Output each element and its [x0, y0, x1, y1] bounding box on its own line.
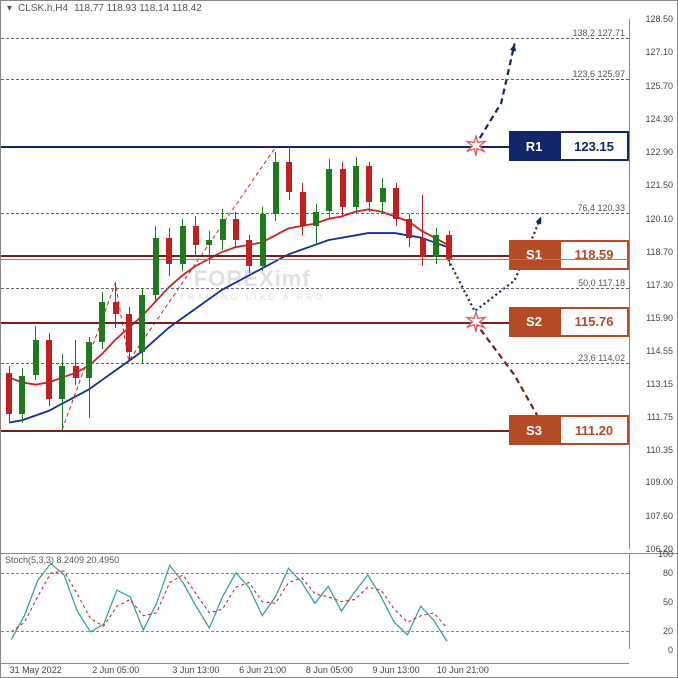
fib-line — [1, 79, 629, 80]
time-label: 2 Jun 05:00 — [92, 665, 139, 675]
stoch-axis: 0205080100 — [629, 554, 677, 649]
chart-container: ▾ CLSK.h,H4 118.77 118.93 118.14 118.42 … — [0, 0, 678, 678]
time-label: 8 Jun 05:00 — [306, 665, 353, 675]
fib-label: 50,0 117.18 — [576, 278, 627, 288]
ohlc-label: 118.77 118.93 118.14 118.42 — [74, 3, 202, 17]
price-axis: 106.20107.60109.00110.35111.75113.15114.… — [629, 19, 677, 549]
stochastic-label: Stoch(5,3,3) 8.2409 20.4950 — [5, 555, 119, 565]
time-axis: 31 May 2022 2 Jun 05:00 3 Jun 13:00 6 Jun 2… — [1, 663, 629, 677]
price-chart[interactable]: FOREXimf TRADING LIKE A PRO 138,2 127.71… — [1, 19, 677, 549]
sr-level-s3: S3111.20 — [509, 415, 629, 445]
time-label: 9 Jun 13:00 — [373, 665, 420, 675]
chart-header: ▾ CLSK.h,H4 118.77 118.93 118.14 118.42 — [1, 1, 677, 19]
time-label: 6 Jun 21:00 — [239, 665, 286, 675]
time-label: 10 Jun 21:00 — [437, 665, 489, 675]
sr-level-r1: R1123.15 — [509, 131, 629, 161]
breakout-burst-icon — [465, 311, 487, 333]
sr-level-s1: S1118.59 — [509, 240, 629, 270]
stochastic-chart[interactable]: Stoch(5,3,3) 8.2409 20.4950 0205080100 — [1, 553, 677, 649]
sr-level-s2: S2115.76 — [509, 307, 629, 337]
breakout-burst-icon — [465, 135, 487, 157]
fib-label: 138,2 127.71 — [570, 28, 627, 38]
fib-line — [1, 288, 629, 289]
fib-label: 23,6 114.02 — [576, 353, 627, 363]
time-label: 3 Jun 13:00 — [172, 665, 219, 675]
time-label: 31 May 2022 — [10, 665, 62, 675]
fib-label: 123,6 125.97 — [570, 69, 627, 79]
symbol-label: CLSK.h,H4 — [18, 3, 68, 17]
fib-label: 76,4 120.33 — [575, 203, 627, 213]
fib-line — [1, 363, 629, 364]
fib-line — [1, 38, 629, 39]
watermark: FOREXimf TRADING LIKE A PRO — [179, 266, 325, 302]
